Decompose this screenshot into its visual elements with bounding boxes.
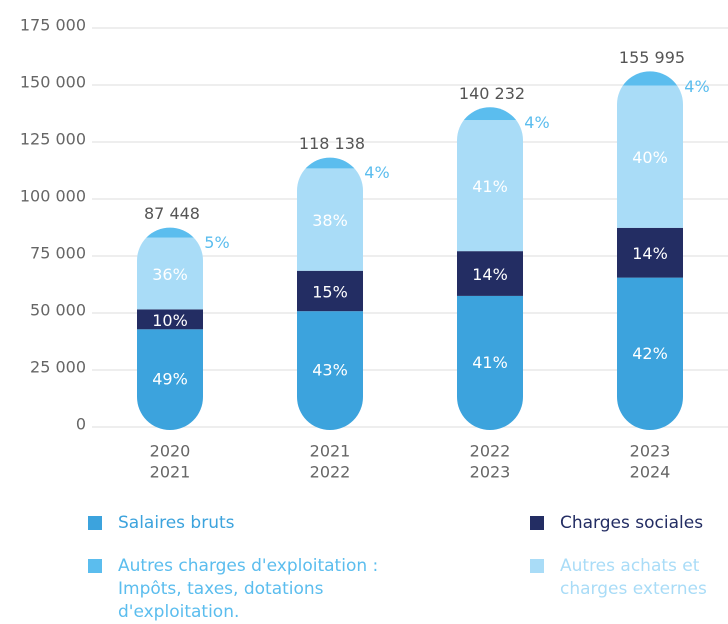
total-label: 118 138 xyxy=(299,134,365,153)
value-label: 4% xyxy=(684,77,709,96)
legend-swatch xyxy=(88,559,102,573)
value-label: 49% xyxy=(152,370,188,389)
value-label: 40% xyxy=(632,148,668,167)
value-label: 38% xyxy=(312,211,348,230)
legend-swatch xyxy=(88,516,102,530)
legend-label: Autres achats et charges externes xyxy=(560,555,728,601)
value-label: 10% xyxy=(152,311,188,330)
page: 0 25 000 50 000 75 000 100 000 125 000 150 000… xyxy=(0,0,728,622)
value-label: 4% xyxy=(364,163,389,182)
x-tick-label: 2023 xyxy=(630,442,671,461)
y-tick-label: 125 000 xyxy=(20,130,86,149)
value-label: 42% xyxy=(632,344,668,363)
y-tick-label: 0 xyxy=(76,415,86,434)
x-tick-label: 2021 xyxy=(150,463,191,482)
total-label: 155 995 xyxy=(619,48,685,67)
legend-swatch xyxy=(530,559,544,573)
value-label: 15% xyxy=(312,282,348,301)
chart: 0 25 000 50 000 75 000 100 000 125 000 150 000… xyxy=(0,0,728,500)
value-label: 4% xyxy=(524,113,549,132)
x-tick-label: 2020 xyxy=(150,442,191,461)
legend-label: Autres charges d'exploitation : Impôts, … xyxy=(118,555,388,624)
x-tick-label: 2021 xyxy=(310,442,351,461)
y-tick-label: 50 000 xyxy=(30,301,86,320)
y-tick-label: 100 000 xyxy=(20,187,86,206)
legend-label: Salaires bruts xyxy=(118,512,235,535)
legend-item: Autres achats et charges externes xyxy=(530,555,728,601)
value-label: 14% xyxy=(472,265,508,284)
value-label: 41% xyxy=(472,177,508,196)
value-label: 43% xyxy=(312,361,348,380)
value-label: 5% xyxy=(204,233,229,252)
x-tick-label: 2024 xyxy=(630,463,671,482)
x-tick-label: 2023 xyxy=(470,463,511,482)
legend-item: Salaires bruts xyxy=(88,512,388,535)
legend-swatch xyxy=(530,516,544,530)
legend-label: Charges sociales xyxy=(560,512,703,535)
legend-item: Charges sociales xyxy=(530,512,728,535)
value-label: 41% xyxy=(472,353,508,372)
legend-item: Autres charges d'exploitation : Impôts, … xyxy=(88,555,388,624)
value-label: 14% xyxy=(632,244,668,263)
x-tick-label: 2022 xyxy=(310,463,351,482)
total-label: 87 448 xyxy=(144,204,200,223)
total-label: 140 232 xyxy=(459,84,525,103)
y-tick-label: 150 000 xyxy=(20,73,86,92)
y-tick-label: 175 000 xyxy=(20,16,86,35)
y-tick-label: 75 000 xyxy=(30,244,86,263)
y-tick-label: 25 000 xyxy=(30,358,86,377)
value-label: 36% xyxy=(152,265,188,284)
x-tick-label: 2022 xyxy=(470,442,511,461)
